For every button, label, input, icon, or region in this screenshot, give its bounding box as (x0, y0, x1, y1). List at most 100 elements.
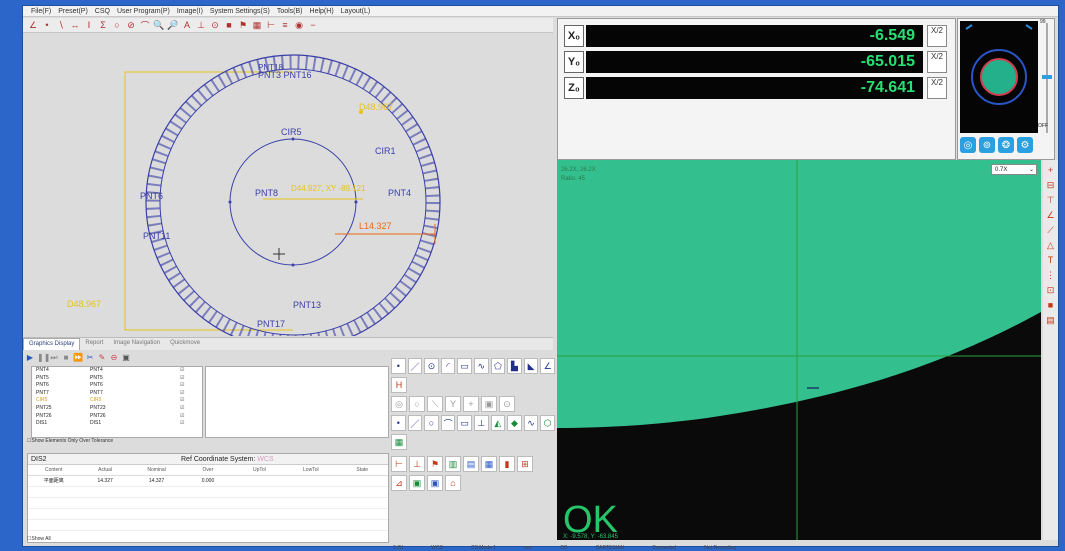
rectangle-icon[interactable]: ▭ (457, 358, 472, 374)
table-row[interactable]: 平面距离 14.327 14.327 0.000 (28, 476, 388, 487)
tab-graphics-display[interactable]: Graphics Display (23, 338, 81, 350)
corner-icon[interactable]: ◣ (523, 358, 539, 374)
flag-tool-icon[interactable]: ⚑ (238, 19, 248, 30)
ring-icon[interactable]: ◎ (391, 396, 407, 412)
cross-icon[interactable]: + (463, 396, 479, 412)
color-icon[interactable]: ▮ (499, 456, 515, 472)
slot-icon[interactable]: ▭ (457, 415, 472, 431)
circle-slash-tool-icon[interactable]: ⊘ (127, 19, 135, 30)
height-tool-icon[interactable]: Ⅰ (87, 19, 91, 30)
origin-tool-icon[interactable]: ⊙ (211, 19, 219, 30)
square-point-icon[interactable]: ▣ (481, 396, 497, 412)
line-icon[interactable]: ／ (407, 358, 423, 374)
circle2-icon[interactable]: ○ (424, 415, 439, 431)
slider-thumb[interactable] (1042, 75, 1052, 79)
list-item[interactable]: PNT7 PNT7 ☑ (32, 390, 202, 398)
list-item[interactable]: PNT6 PNT6 ☑ (32, 382, 202, 390)
coaxial-mode-icon[interactable]: ⊚ (979, 137, 995, 153)
target-icon[interactable]: ⊙ (499, 396, 515, 412)
circle-outline-icon[interactable]: ○ (409, 396, 425, 412)
tab-report[interactable]: Report (85, 340, 104, 346)
export-icon[interactable]: ▣ (122, 353, 130, 362)
angle-tool-icon[interactable]: ∠ (28, 19, 38, 30)
focus-icon[interactable]: ⊡ (1046, 285, 1055, 295)
image2-icon[interactable]: ▣ (427, 475, 443, 491)
record-icon[interactable]: ■ (1047, 300, 1054, 310)
record-tool-icon[interactable]: ◉ (295, 19, 303, 30)
step-icon[interactable]: ▙ (507, 358, 522, 374)
y-half-button[interactable]: X/2 (927, 51, 947, 73)
coord-icon[interactable]: ⊿ (391, 475, 407, 491)
play-icon[interactable]: ▶ (26, 353, 34, 362)
cad-view[interactable]: PNT18 PNT3 PNT16 D48.967 CIR5 CIR1 PNT6 … (23, 34, 553, 336)
menu-user-program[interactable]: User Program(P) (116, 7, 170, 15)
chart-icon[interactable]: ▥ (445, 456, 461, 472)
lines-tool-icon[interactable]: ≡ (282, 20, 288, 30)
zoom-out-icon[interactable]: 🔎 (167, 19, 179, 30)
triangle-icon[interactable]: △ (1047, 240, 1054, 250)
pause-icon[interactable]: ❚❚ (37, 353, 51, 362)
point-icon[interactable]: • (391, 358, 406, 374)
arc-tool-icon[interactable]: ⌒ (140, 20, 150, 31)
curve-icon[interactable]: ∿ (473, 358, 489, 374)
zoom-slider[interactable]: 99 OFF (1038, 19, 1052, 133)
list-item[interactable]: PNT5 PNT5 ☑ (32, 375, 202, 383)
angle-measure-icon[interactable]: ∠ (540, 358, 555, 374)
fork-icon[interactable]: Y (445, 396, 461, 412)
step-icon[interactable]: ⏭ (50, 352, 58, 362)
contour-icon[interactable]: ⬡ (540, 415, 555, 431)
menu-tools[interactable]: Tools(B) (276, 7, 303, 15)
arc2-icon[interactable]: ⌒ (440, 415, 456, 431)
split-icon[interactable]: ⊞ (517, 456, 533, 472)
zoom-select[interactable]: 0.7X ⌄ (991, 164, 1037, 175)
sigma-tool-icon[interactable]: Σ (100, 20, 106, 30)
origin-set-icon[interactable]: ⊢ (391, 456, 407, 472)
menu-image[interactable]: Image(I) (176, 7, 203, 15)
x-half-button[interactable]: X/2 (927, 25, 947, 47)
show-tolerance-checkbox[interactable]: ☐Show Elements Only Over Tolerance (27, 438, 114, 444)
width-tool-icon[interactable]: ↔ (70, 20, 80, 30)
tab-image-navigation[interactable]: Image Navigation (113, 340, 161, 346)
settings-mode-icon[interactable]: ⚙ (1017, 137, 1033, 153)
arc-icon[interactable]: ◜ (440, 358, 456, 374)
line-tool-icon[interactable]: ∖ (58, 19, 64, 30)
t-icon[interactable]: T (1047, 255, 1054, 265)
circle-center-icon[interactable]: ⊙ (424, 358, 439, 374)
segment-mode-icon[interactable]: ❂ (998, 137, 1014, 153)
blob-icon[interactable]: ◭ (490, 415, 506, 431)
bars-icon[interactable]: ▤ (463, 456, 479, 472)
point-tool-icon[interactable]: • (45, 20, 49, 30)
table-icon[interactable]: ▦ (481, 456, 497, 472)
flag-set-icon[interactable]: ⚑ (427, 456, 443, 472)
menu-layout[interactable]: Layout(L) (340, 7, 371, 15)
measure-tool-icon[interactable]: ⊢ (267, 19, 275, 30)
menu-help[interactable]: Help(H) (309, 7, 334, 15)
fill-icon[interactable]: ◆ (507, 415, 522, 431)
menu-system-settings[interactable]: System Settings(S) (209, 7, 270, 15)
menu-csq[interactable]: CSQ (94, 7, 110, 15)
crosshair-tool-icon[interactable]: ⊤ (1046, 195, 1055, 205)
line2-icon[interactable]: ／ (407, 415, 423, 431)
delete-icon[interactable]: ⊖ (110, 353, 118, 362)
navigator-view[interactable] (960, 21, 1038, 133)
ring-mode-icon[interactable]: ◎ (960, 137, 976, 153)
frame-icon[interactable]: ⊟ (1046, 180, 1055, 190)
dots-icon[interactable]: ⋮ (1046, 270, 1055, 280)
menu-preset[interactable]: Preset(P) (58, 7, 88, 15)
slope-icon[interactable]: ⟋ (1047, 225, 1054, 235)
menu-file[interactable]: File(F) (31, 7, 52, 15)
home-icon[interactable]: ⌂ (445, 475, 461, 491)
image-icon[interactable]: ▣ (409, 475, 425, 491)
stop-icon[interactable]: ■ (63, 353, 69, 362)
list-item[interactable]: PNT4 PNT4 ☑ (32, 367, 202, 375)
camera-view[interactable]: 26.2X, 26.2X Ratio: 45 OK X: -9.578, Y: … (557, 160, 1041, 540)
fast-forward-icon[interactable]: ⏩ (73, 353, 83, 362)
edit-icon[interactable]: ✎ (98, 353, 106, 362)
tools-icon[interactable]: ✂ (86, 353, 94, 362)
polygon-icon[interactable]: ⬠ (490, 358, 506, 374)
grid-tool-icon[interactable]: ▦ (252, 19, 262, 30)
angle-icon[interactable]: ∠ (1046, 210, 1055, 220)
circle-tool-icon[interactable]: ○ (114, 20, 120, 30)
list-item[interactable]: PNT26 PNT26 ☑ (32, 413, 202, 421)
slant-icon[interactable]: ⟍ (427, 396, 443, 412)
